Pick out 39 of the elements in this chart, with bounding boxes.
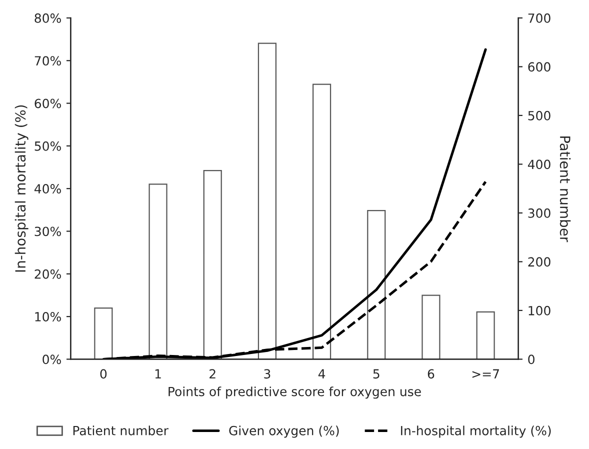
bar (367, 210, 386, 360)
y2-tick-label: 200 (528, 257, 550, 267)
x-tick-label: 3 (264, 369, 270, 379)
y-tick-label: 80% (34, 13, 61, 23)
x-tick-label: >=7 (472, 369, 499, 378)
bar (476, 311, 495, 360)
bar (94, 307, 113, 360)
y2-tick-label: 600 (528, 62, 550, 72)
y2-tick-label: 700 (528, 13, 550, 23)
y-axis-title: In-hospital mortality (%) (14, 105, 28, 272)
y-tick-label: 30% (34, 226, 61, 236)
legend-label: Given oxygen (%) (229, 426, 339, 438)
legend-label: Patient number (73, 426, 168, 436)
y2-tick-label: 0 (528, 354, 534, 364)
x-tick-label: 5 (373, 369, 380, 379)
bar (422, 294, 440, 360)
x-tick-label: 4 (318, 369, 326, 378)
y-tick-label: 0% (42, 354, 61, 364)
y2-tick-label: 400 (528, 160, 550, 170)
x-axis-title: Points of predictive score for oxygen use (168, 386, 421, 399)
x-tick-label: 0 (100, 369, 107, 379)
y2-axis-title: Patient number (560, 136, 571, 242)
x-tick-label: 2 (210, 369, 216, 378)
x-tick-label: 6 (428, 369, 434, 379)
y-tick-label: 50% (34, 141, 61, 151)
y-tick-label: 10% (35, 312, 61, 322)
legend-label: In-hospital mortality (%) (401, 426, 551, 438)
y2-tick-label: 500 (528, 110, 550, 120)
y-tick-label: 40% (34, 184, 61, 194)
y2-tick-label: 300 (528, 208, 550, 218)
y-tick-label: 20% (34, 269, 61, 279)
bar (148, 184, 168, 360)
y2-tick-label: 100 (528, 306, 550, 316)
y-tick-label: 70% (34, 56, 61, 66)
bar (312, 84, 332, 360)
bar (258, 42, 276, 360)
bar (203, 170, 222, 360)
x-tick-label: 1 (155, 369, 161, 378)
y-tick-label: 60% (34, 98, 61, 108)
